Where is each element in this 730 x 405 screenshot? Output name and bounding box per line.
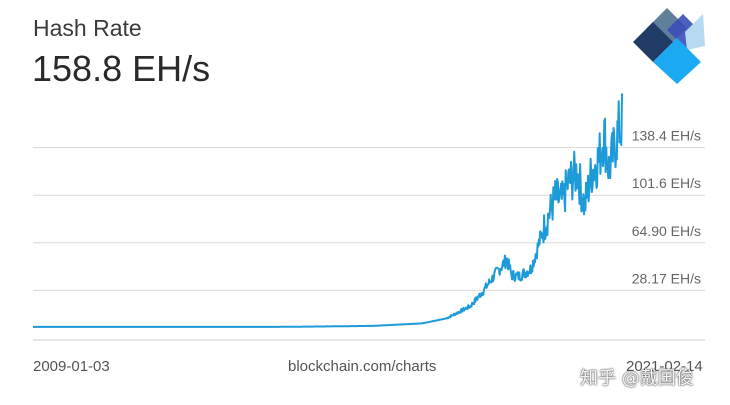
logo-facet-bottom: [653, 38, 701, 84]
current-value: 158.8 EH/s: [32, 48, 211, 89]
y-tick-label: 101.6 EH/s: [632, 175, 701, 191]
logo-facet-right-light: [685, 14, 705, 50]
blockchain-logo-icon[interactable]: [630, 6, 710, 86]
hash-rate-line: [32, 93, 623, 328]
y-tick-label: 138.4 EH/s: [632, 128, 701, 144]
watermark-text: 知乎 @戴国俊: [580, 368, 694, 389]
x-axis-start-label: 2009-01-03: [33, 358, 110, 375]
x-axis-end-label: 2021-02-14: [626, 358, 703, 375]
chart-title: Hash Rate: [33, 15, 142, 41]
y-tick-label: 28.17 EH/s: [632, 270, 701, 286]
source-link[interactable]: blockchain.com/charts: [288, 358, 437, 375]
y-tick-label: 64.90 EH/s: [632, 223, 701, 239]
